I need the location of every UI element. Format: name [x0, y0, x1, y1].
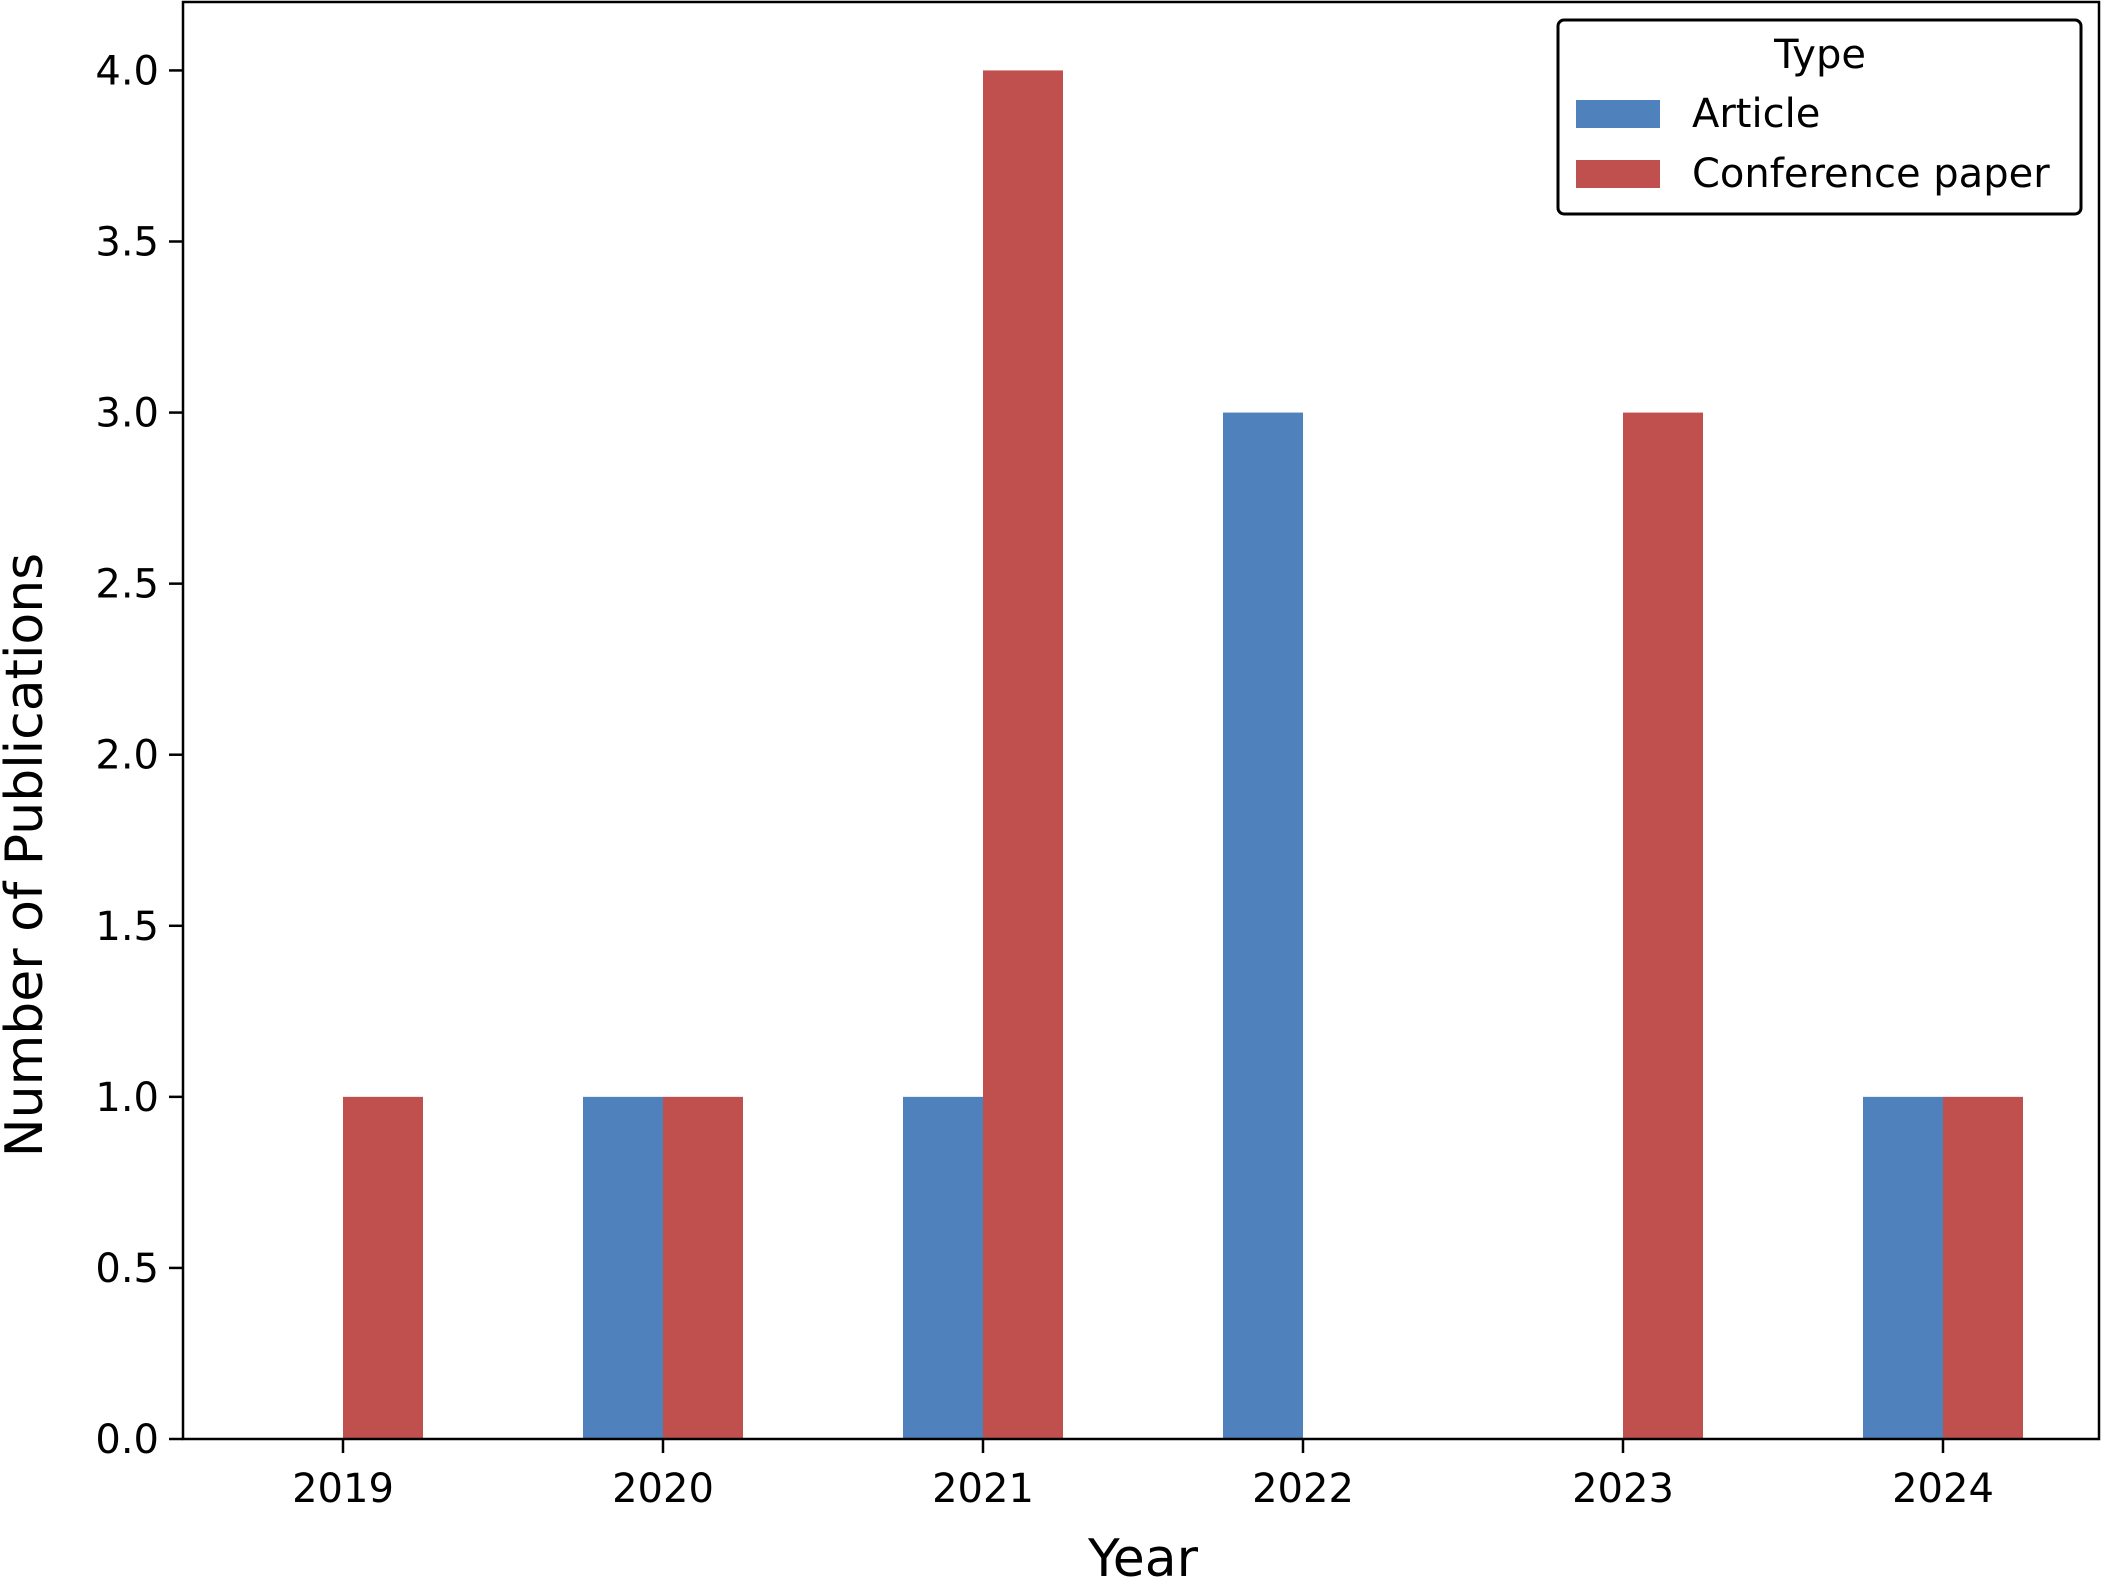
bar-article-2020 [583, 1096, 663, 1439]
x-tick-label: 2021 [932, 1466, 1034, 1512]
y-tick-label: 3.0 [95, 391, 159, 437]
y-tick-label: 0.5 [95, 1246, 159, 1292]
legend-box [1556, 18, 2083, 216]
y-axis-title: Number of Publications [0, 553, 55, 1158]
y-tick-label: 1.0 [95, 1075, 159, 1121]
legend: Type Article Conference paper [1556, 18, 2083, 216]
y-tick-label: 0.0 [95, 1417, 159, 1463]
x-tick-label: 2020 [612, 1466, 714, 1512]
bar-article-2024 [1863, 1096, 1943, 1439]
y-tick-label: 2.0 [95, 733, 159, 779]
bar-article-2021 [903, 1096, 983, 1439]
x-tick-label: 2022 [1252, 1466, 1354, 1512]
bar-conference-paper-2019 [343, 1096, 423, 1439]
bar-conference-paper-2020 [663, 1096, 743, 1439]
legend-label-article: Article [1692, 91, 1820, 137]
legend-swatch-article [1576, 100, 1660, 128]
bars-group [343, 70, 2023, 1440]
x-tick-label: 2024 [1892, 1466, 1994, 1512]
legend-label-conference-paper: Conference paper [1692, 151, 2050, 197]
x-tick-label: 2023 [1572, 1466, 1674, 1512]
y-tick-label: 3.5 [95, 220, 159, 266]
bar-conference-paper-2024 [1943, 1096, 2023, 1439]
bar-conference-paper-2023 [1623, 412, 1703, 1440]
bar-article-2022 [1223, 412, 1303, 1440]
bar-conference-paper-2021 [983, 70, 1063, 1439]
y-tick-label: 2.5 [95, 562, 159, 608]
x-axis: 2019 2020 2021 2022 2023 2024 [292, 1439, 1994, 1512]
y-tick-label: 4.0 [95, 48, 159, 94]
y-tick-label: 1.5 [95, 904, 159, 950]
legend-items: Article Conference paper [1576, 91, 2050, 197]
legend-title: Type [1773, 32, 1866, 78]
y-axis: 0.0 0.5 1.0 1.5 2.0 2.5 3.0 3.5 4.0 [95, 48, 183, 1463]
x-tick-label: 2019 [292, 1466, 394, 1512]
x-axis-title: Year [1087, 1529, 1199, 1589]
legend-swatch-conference-paper [1576, 160, 1660, 188]
plot-frame [181, 0, 2101, 1441]
